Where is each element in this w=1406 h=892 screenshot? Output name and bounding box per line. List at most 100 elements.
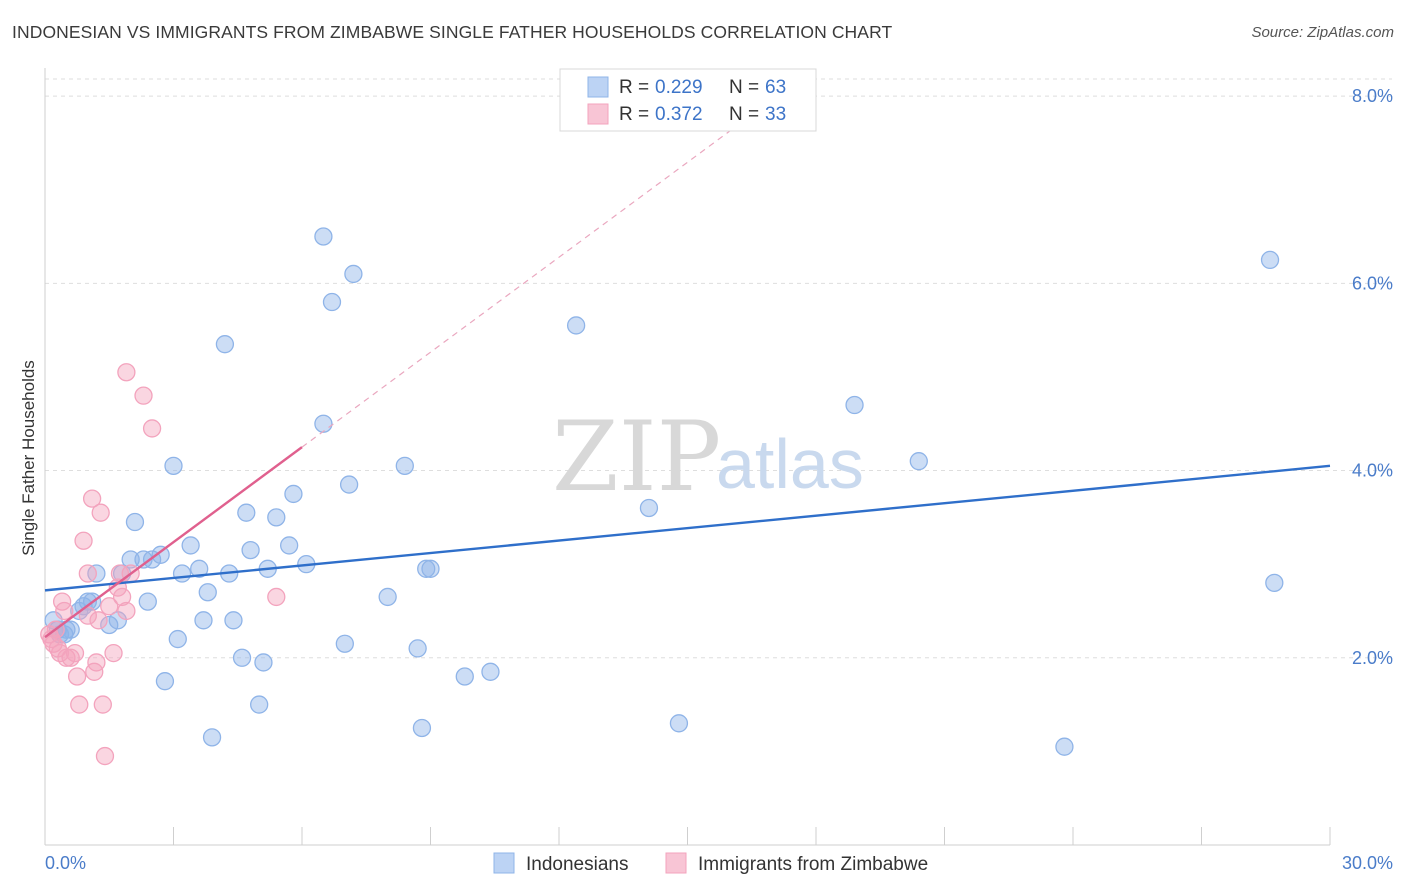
indonesians-point-39	[279, 536, 299, 555]
indonesians-point-49	[395, 456, 414, 476]
indonesians-point-44	[322, 292, 342, 312]
zimbabwe-point-33	[267, 587, 286, 607]
indonesians-point-19	[151, 545, 170, 564]
zimbabwe-point-10	[65, 643, 85, 663]
indonesians-point-38	[267, 508, 286, 527]
indonesians-point-54	[455, 667, 474, 686]
indonesians-point-27	[198, 583, 217, 602]
y-axis-label: Single Father Households	[19, 360, 38, 556]
indonesians-point-35	[250, 695, 269, 714]
zimbabwe-point-14	[78, 564, 97, 583]
axes	[44, 68, 1331, 846]
indonesians-point-40	[284, 484, 303, 504]
zimbabwe-point-23	[100, 597, 119, 616]
data-points	[40, 227, 1284, 766]
bottom-legend-swatch-indonesians	[493, 852, 515, 874]
indonesians-point-51	[412, 718, 432, 738]
y-tick-label-3: 8.0%	[1352, 86, 1393, 106]
indonesians-point-57	[639, 498, 659, 518]
chart-title: INDONESIAN VS IMMIGRANTS FROM ZIMBABWE S…	[12, 22, 893, 42]
indonesians-point-55	[481, 662, 500, 681]
indonesians-point-22	[168, 629, 187, 649]
bottom-legend-zimbabwe: Immigrants from Zimbabwe	[698, 854, 928, 875]
indonesians-point-45	[335, 634, 354, 653]
indonesians-point-63	[1265, 573, 1284, 593]
zimbabwe-trend-line	[44, 446, 303, 639]
zimbabwe-point-21	[93, 695, 112, 714]
zimbabwe-point-18	[87, 653, 106, 672]
legend-n-label-2: N =	[729, 104, 759, 125]
zimbabwe-point-31	[134, 386, 153, 405]
stats-legend: R = 0.229 N = 63 R = 0.372 N = 33	[559, 68, 817, 132]
y-tick-label-2: 6.0%	[1352, 273, 1393, 293]
x-tick-labels: 0.0% 30.0%	[45, 853, 1393, 873]
zimbabwe-point-7	[55, 601, 74, 621]
x-tick-label-1: 30.0%	[1342, 853, 1393, 873]
zimbabwe-point-30	[117, 601, 136, 621]
legend-n-label-1: N =	[729, 77, 759, 98]
trend-lines	[44, 114, 1331, 639]
legend-n-value-1: 63	[765, 77, 786, 98]
legend-swatch-zimbabwe	[587, 103, 609, 125]
indonesians-point-11	[100, 615, 119, 635]
indonesians-point-52	[417, 559, 436, 578]
bottom-legend-swatch-zimbabwe	[665, 852, 687, 874]
watermark-zip: ZIP	[552, 401, 721, 513]
indonesians-point-46	[339, 475, 359, 494]
series-legend: Indonesians Immigrants from Zimbabwe	[493, 852, 928, 875]
legend-r-label-1: R =	[619, 77, 649, 98]
y-tick-label-0: 2.0%	[1352, 648, 1393, 668]
zimbabwe-point-20	[91, 503, 110, 522]
chart-source: Source: ZipAtlas.com	[1251, 24, 1394, 41]
indonesians-point-8	[78, 592, 97, 611]
indonesians-point-42	[314, 414, 333, 433]
indonesians-point-20	[155, 672, 175, 691]
zimbabwe-point-22	[95, 746, 115, 766]
indonesians-point-17	[138, 592, 157, 611]
indonesians-point-23	[172, 564, 192, 583]
indonesians-point-29	[215, 335, 235, 354]
legend-n-value-2: 33	[765, 104, 786, 125]
legend-r-value-1: 0.229	[655, 77, 703, 98]
indonesians-point-5	[61, 620, 80, 639]
legend-r-label-2: R =	[619, 104, 649, 125]
zimbabwe-point-11	[67, 667, 87, 686]
indonesians-point-24	[181, 536, 200, 555]
x-tick-label-0: 0.0%	[45, 853, 86, 873]
zimbabwe-point-15	[78, 606, 97, 625]
zimbabwe-point-28	[117, 363, 136, 382]
indonesians-point-34	[241, 540, 260, 560]
indonesians-point-28	[202, 728, 222, 747]
indonesians-point-32	[232, 648, 252, 667]
y-tick-label-1: 4.0%	[1352, 461, 1393, 481]
indonesians-point-43	[314, 227, 333, 246]
zimbabwe-point-24	[104, 643, 123, 663]
zimbabwe-point-32	[142, 419, 162, 438]
indonesians-point-56	[566, 316, 586, 335]
legend-r-value-2: 0.372	[655, 104, 703, 125]
indonesians-point-15	[125, 512, 145, 532]
indonesians-point-59	[845, 395, 864, 415]
zimbabwe-point-8	[57, 648, 76, 667]
indonesians-point-53	[421, 559, 440, 578]
zimbabwe-point-19	[89, 611, 108, 630]
indonesians-point-21	[164, 456, 183, 476]
legend-swatch-indonesians	[587, 76, 609, 98]
indonesians-point-36	[254, 653, 273, 672]
indonesians-point-48	[378, 587, 397, 607]
indonesians-point-62	[1260, 250, 1280, 270]
indonesians-point-60	[909, 452, 928, 471]
indonesians-point-25	[190, 559, 209, 578]
indonesians-point-47	[344, 264, 363, 284]
watermark-atlas: atlas	[716, 425, 864, 503]
zimbabwe-trend-extension	[301, 114, 753, 448]
indonesians-point-31	[224, 611, 243, 630]
indonesians-trend-line	[44, 464, 1331, 592]
indonesians-point-33	[237, 503, 256, 522]
y-tick-labels: 2.0% 4.0% 6.0% 8.0%	[1352, 86, 1393, 668]
bottom-legend-indonesians: Indonesians	[526, 854, 628, 875]
indonesians-point-26	[194, 611, 213, 630]
zimbabwe-point-13	[74, 531, 93, 550]
zimbabwe-point-12	[70, 695, 89, 714]
